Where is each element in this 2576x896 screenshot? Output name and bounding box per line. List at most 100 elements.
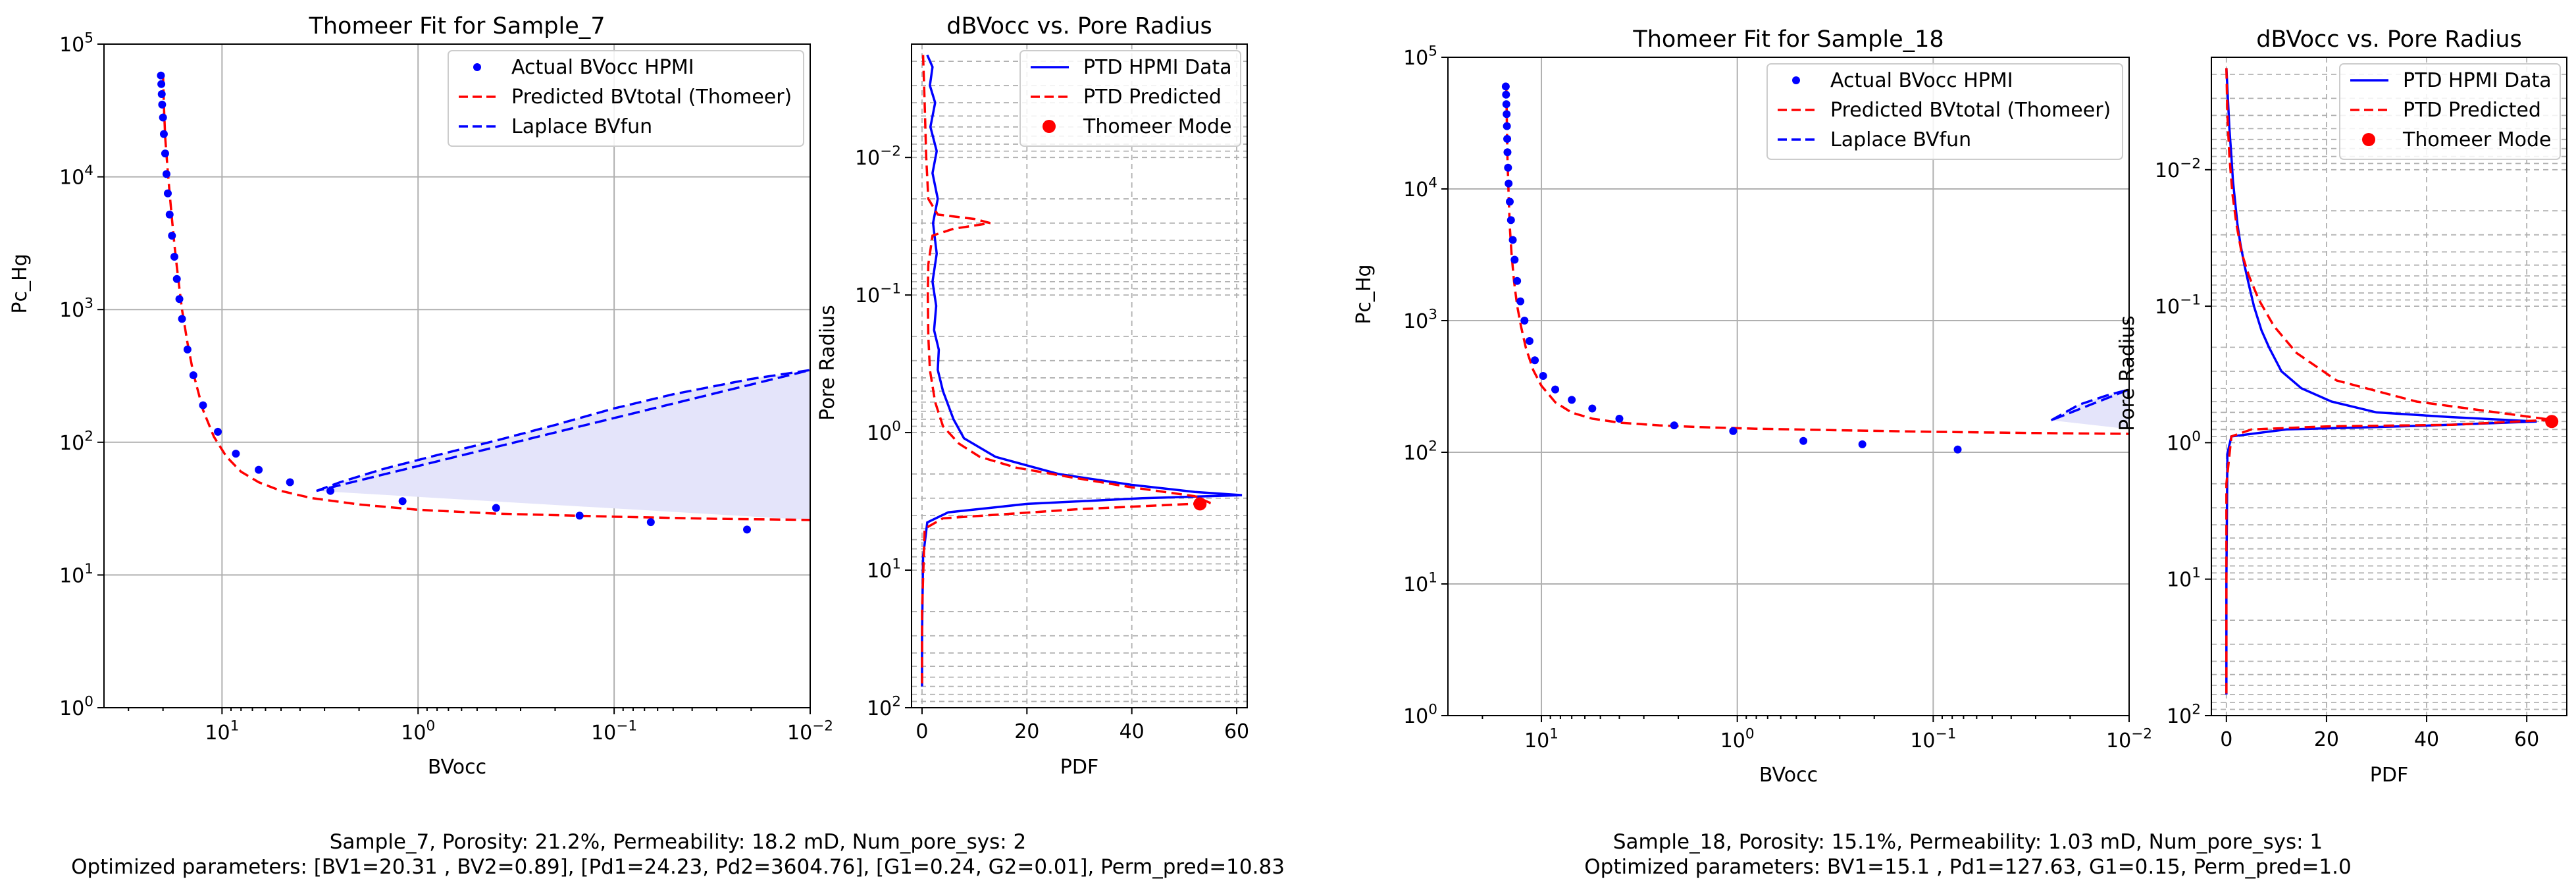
legend-label: Actual BVocc HPMI xyxy=(511,56,694,79)
data-point xyxy=(162,170,170,178)
x-tick-label: 101 xyxy=(1524,726,1558,753)
data-point xyxy=(159,130,168,138)
data-point xyxy=(1953,445,1962,454)
data-point xyxy=(1858,440,1867,448)
y-tick-label: 10−1 xyxy=(2155,292,2201,319)
y-tick-label: 101 xyxy=(59,561,93,588)
data-point xyxy=(1507,216,1515,224)
y-tick-label: 10−1 xyxy=(855,281,901,308)
figure-caption-right: Sample_18, Porosity: 15.1%, Permeability… xyxy=(1422,830,2514,880)
data-point xyxy=(1520,317,1529,325)
data-point xyxy=(1799,436,1808,445)
data-point xyxy=(158,100,167,109)
data-point xyxy=(170,252,178,261)
legend-label: Laplace BVfun xyxy=(511,115,652,138)
data-point xyxy=(1531,356,1539,365)
legend: Actual BVocc HPMI Predicted BVtotal (Thom… xyxy=(448,50,804,147)
y-tick-label: 102 xyxy=(59,428,93,455)
x-tick-label: 20 xyxy=(2314,728,2339,751)
y-axis-label: Pore Radius xyxy=(2116,315,2139,431)
legend-box xyxy=(448,50,804,147)
data-point xyxy=(1503,122,1511,130)
data-point xyxy=(575,512,584,520)
series-layer xyxy=(157,71,810,534)
x-tick-label: 100 xyxy=(401,718,435,745)
data-point xyxy=(1504,163,1512,172)
data-point xyxy=(326,487,335,495)
data-point xyxy=(189,371,197,379)
data-point xyxy=(214,427,222,436)
y-axis-label: Pc_Hg xyxy=(9,253,32,313)
legend-marker xyxy=(1792,76,1800,84)
legend-label: Predicted BVtotal (Thomeer) xyxy=(1830,99,2111,122)
data-point xyxy=(398,497,407,506)
chart-title: dBVocc vs. Pore Radius xyxy=(2256,26,2522,53)
axes-frame xyxy=(1447,57,2130,716)
legend-label: PTD HPMI Data xyxy=(2403,69,2552,92)
data-point xyxy=(1505,179,1513,188)
ticks xyxy=(1441,57,2130,722)
laplace-area xyxy=(2051,389,2129,429)
chart-panel: 101 100 10−1 10−2 100 101 102 103 104 105 Thomeer … xyxy=(1352,26,2152,787)
data-point xyxy=(1505,198,1514,206)
data-point xyxy=(168,232,176,240)
data-point xyxy=(1503,148,1512,157)
data-point xyxy=(1670,421,1678,430)
data-point xyxy=(1508,236,1517,244)
legend-label: Thomeer Mode xyxy=(2402,128,2551,151)
laplace-area xyxy=(316,370,810,520)
series-layer xyxy=(921,54,1243,687)
y-tick-label: 100 xyxy=(2167,429,2201,456)
data-point xyxy=(1510,255,1519,264)
x-tick-label: 60 xyxy=(1224,720,1249,743)
series-layer xyxy=(1501,82,2129,454)
x-tick-label: 60 xyxy=(2514,728,2539,751)
y-tick-label: 104 xyxy=(1403,175,1437,202)
data-point xyxy=(172,275,181,283)
data-point xyxy=(199,401,207,409)
legend-label: Predicted BVtotal (Thomeer) xyxy=(511,86,792,109)
data-point xyxy=(646,518,655,527)
x-tick-label: 10−2 xyxy=(2106,726,2152,753)
legend-label: Thomeer Mode xyxy=(1083,115,1231,138)
y-tick-label: 103 xyxy=(1403,307,1437,334)
legend: Actual BVocc HPMI Predicted BVtotal (Thom… xyxy=(1766,63,2123,160)
data-point xyxy=(1503,110,1511,119)
y-tick-label: 102 xyxy=(2167,702,2201,729)
chart-title: dBVocc vs. Pore Radius xyxy=(946,13,1212,40)
y-tick-label: 102 xyxy=(867,694,901,721)
y-tick-label: 100 xyxy=(1403,702,1437,729)
x-axis-label: PDF xyxy=(2370,764,2408,787)
data-point xyxy=(255,465,263,474)
caption-parameters: Optimized parameters: [BV1=20.31 , BV2=0… xyxy=(71,855,1285,879)
x-tick-label: 10−1 xyxy=(591,718,637,745)
figure-caption-left: Sample_7, Porosity: 21.2%, Permeability:… xyxy=(0,830,1356,880)
data-point xyxy=(743,525,752,534)
axes-frame xyxy=(2211,57,2567,716)
dashed-grid xyxy=(912,44,1247,708)
legend-marker xyxy=(2362,133,2375,146)
legend: PTD HPMI Data PTD Predicted Thomeer Mode xyxy=(2339,63,2561,160)
chart-panel: 101 100 10−1 10−2 100 101 102 103 104 105 Thomeer … xyxy=(9,13,833,779)
caption-summary: Sample_7, Porosity: 21.2%, Permeability:… xyxy=(329,830,1027,854)
legend-label: PTD Predicted xyxy=(1083,86,1222,109)
chart-panel: 0 20 40 60 10−2 10−1 100 101 102 dBVocc vs. Pore … xyxy=(816,13,1249,779)
data-point xyxy=(183,345,192,354)
y-tick-label: 105 xyxy=(1403,43,1437,70)
x-tick-label: 0 xyxy=(915,720,928,743)
data-point xyxy=(165,210,174,219)
y-tick-label: 100 xyxy=(59,694,93,721)
legend-label: Actual BVocc HPMI xyxy=(1830,69,2013,92)
ptd-data-line xyxy=(2225,68,2537,695)
x-tick-label: 10−1 xyxy=(1910,726,1956,753)
data-point xyxy=(286,478,294,487)
caption-parameters: Optimized parameters: BV1=15.1 , Pd1=127… xyxy=(1584,855,2352,879)
data-point xyxy=(1588,404,1597,413)
ticks xyxy=(97,43,811,714)
y-tick-label: 105 xyxy=(59,30,93,57)
x-axis-label: BVocc xyxy=(1759,764,1818,787)
x-tick-label: 40 xyxy=(2414,728,2439,751)
predicted-line xyxy=(2225,68,2552,695)
predicted-line xyxy=(921,55,1211,687)
